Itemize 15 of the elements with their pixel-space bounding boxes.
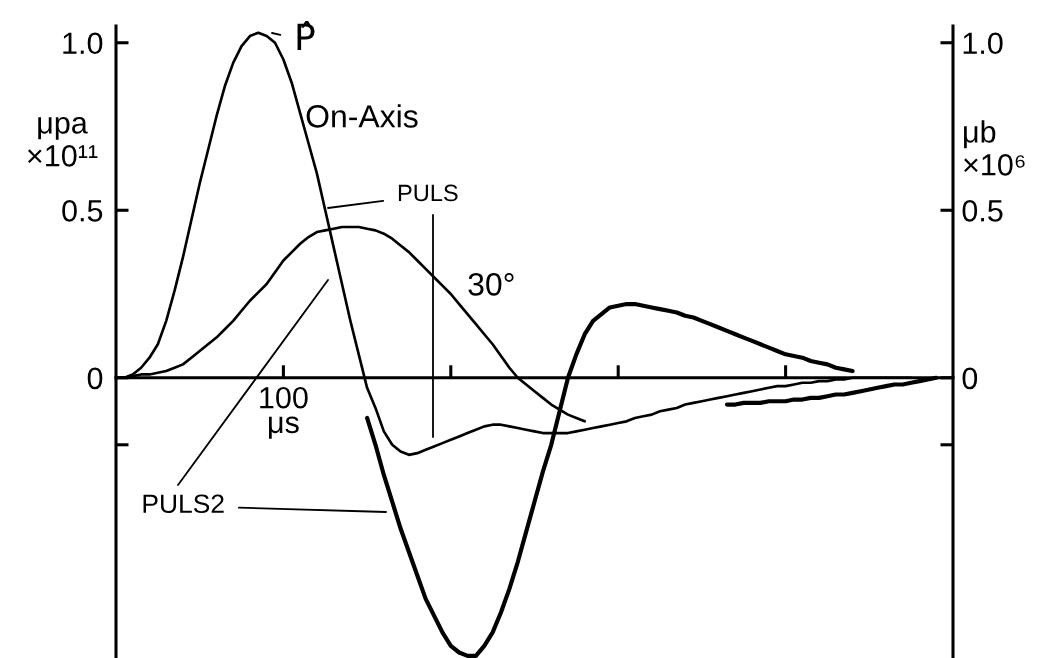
x-axis-title: μs <box>269 416 299 439</box>
y-tick-label: 0.5 <box>62 200 103 222</box>
y-tick-label: 0 <box>87 367 103 390</box>
y-tick-label: 1.0 <box>63 32 103 55</box>
x-tick-label: 100 <box>260 386 308 409</box>
annotation: P̂ <box>297 21 315 50</box>
series-label: On-Axis <box>306 104 418 128</box>
annotation: PULS <box>398 184 458 202</box>
series-label: 30° <box>468 273 514 296</box>
y2-tick-label: 0 <box>962 367 978 390</box>
annotation: PULS2 <box>143 494 224 514</box>
y2-tick-label: 1.0 <box>963 32 1003 55</box>
y2-axis-title: μb ×10⁶ <box>964 120 1025 176</box>
y-axis-title: μpa ×10¹¹ <box>28 117 98 167</box>
y2-tick-label: 0.5 <box>962 200 1003 222</box>
